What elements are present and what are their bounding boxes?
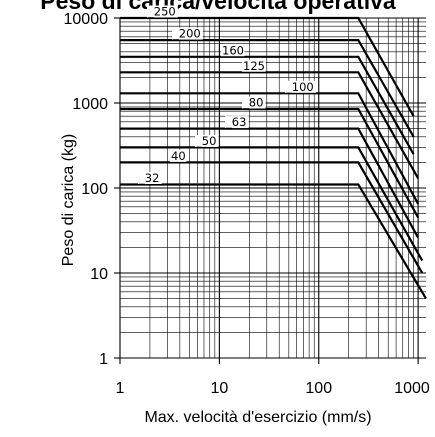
series-label-32: _32 (138, 171, 159, 185)
series-line-160 (120, 55, 415, 155)
series-label-bg (138, 171, 162, 184)
series-line-63 (120, 127, 420, 239)
series-label-bg (147, 5, 178, 18)
y-tick-label: 1000 (72, 96, 108, 113)
series-line-100 (120, 92, 420, 205)
series-label-bg (285, 80, 316, 93)
series-label-100: _100 (285, 80, 314, 94)
chart-series (120, 16, 427, 300)
series-label-bg (221, 44, 245, 57)
series-line-80 (120, 107, 420, 219)
series-label-250: _250 (147, 5, 176, 19)
series-line-125 (120, 71, 420, 179)
series-label-bg (172, 27, 203, 40)
series-label-40: 40 (171, 149, 186, 163)
x-tick-label: 1 (116, 380, 125, 397)
series-label-80: _80 (242, 95, 263, 109)
y-axis-label: Peso di carica (kg) (60, 134, 77, 267)
series-line-200 (120, 38, 415, 138)
series-label-160: 160 (222, 43, 244, 57)
x-tick-label: 1000 (394, 380, 430, 397)
series-line-250 (120, 16, 415, 117)
series-line-32 (120, 183, 427, 300)
chart-title: Peso di carica/velocità operativa (40, 0, 396, 14)
series-label-200: _200 (172, 27, 201, 41)
y-tick-label: 1 (99, 351, 108, 368)
series-line-50 (120, 146, 424, 262)
series-label-bg (170, 149, 187, 162)
x-tick-label: 10 (210, 380, 228, 397)
x-tick-label: 100 (305, 380, 332, 397)
chart-grid (114, 17, 426, 364)
series-labels: _250 _200 160 125 _100 _80 _63 _50 40 _32 (138, 5, 316, 185)
series-label-50: _50 (195, 134, 216, 148)
y-tick-label: 10000 (64, 11, 109, 28)
series-line-40 (120, 161, 424, 274)
tick-labels: 10000 1000 100 10 11 10 100 1000 (64, 11, 430, 397)
series-label-bg (195, 134, 219, 147)
series-label-125: 125 (243, 59, 265, 73)
series-label-bg (225, 116, 249, 129)
x-axis-label: Max. velocità d'esercizio (mm/s) (144, 409, 371, 426)
series-label-bg (242, 96, 266, 109)
y-tick-label: 100 (81, 181, 108, 198)
series-label-bg (242, 59, 266, 72)
y-tick-label: 10 (90, 266, 108, 283)
series-label-63: _63 (225, 115, 246, 129)
